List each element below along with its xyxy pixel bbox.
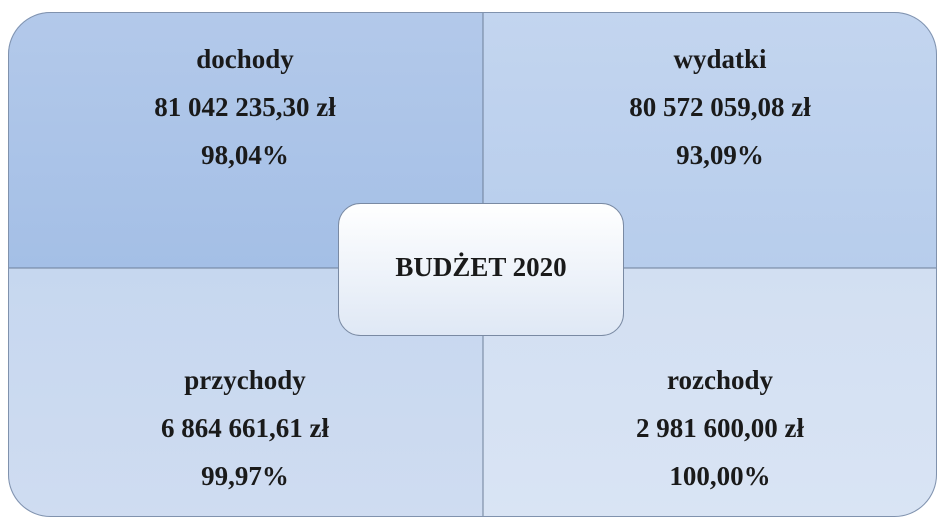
quadrant-amount: 6 864 661,61 zł (161, 413, 329, 443)
quadrant-label: wydatki (673, 44, 767, 74)
quadrants (8, 12, 937, 517)
quadrant-amount: 81 042 235,30 zł (154, 92, 336, 122)
quadrant-amount: 2 981 600,00 zł (636, 413, 804, 443)
quadrant-label: rozchody (667, 365, 773, 395)
quadrant-label: przychody (184, 365, 306, 395)
quadrant-label: dochody (196, 44, 294, 74)
quadrant-percent: 99,97% (201, 461, 289, 491)
quadrant-percent: 100,00% (669, 461, 770, 491)
center-box (338, 203, 624, 336)
quadrant-percent: 98,04% (201, 140, 289, 170)
quadrant-amount: 80 572 059,08 zł (629, 92, 811, 122)
quadrant-percent: 93,09% (676, 140, 764, 170)
center-title: BUDŻET 2020 (395, 252, 566, 282)
